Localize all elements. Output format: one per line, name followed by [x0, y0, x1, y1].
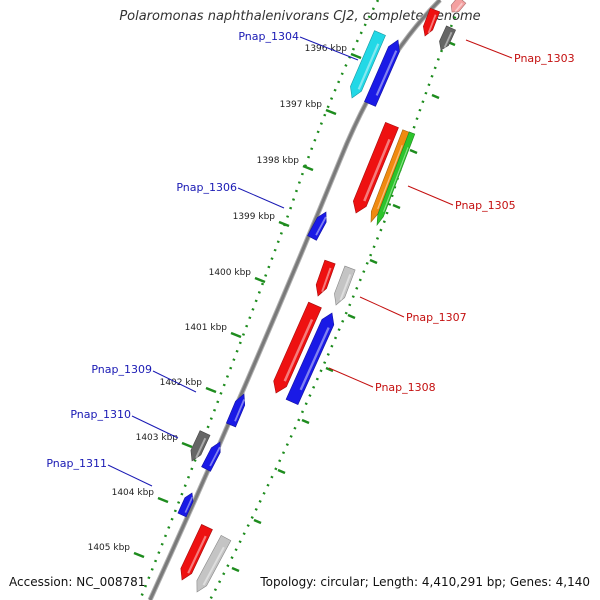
inner-tick — [231, 566, 240, 573]
gene-label: Pnap_1303 — [514, 52, 575, 65]
gene-label: Pnap_1306 — [176, 181, 237, 194]
inner-tick — [277, 468, 286, 475]
gene-glyph — [285, 312, 335, 406]
gene-label-leader — [465, 39, 513, 59]
inner-tick — [325, 366, 334, 373]
inner-tick — [431, 93, 440, 100]
ruler-tick — [254, 276, 266, 284]
ruler-label: 1403 kbp — [136, 433, 179, 443]
gene-label-leader — [131, 415, 179, 439]
gene-glyph — [315, 259, 336, 297]
gene-label-leader — [237, 187, 285, 209]
ruler-tick — [350, 52, 362, 60]
ruler-tick — [205, 386, 217, 394]
inner-tick — [253, 518, 262, 525]
gene-glyph — [376, 131, 416, 226]
gene-label: Pnap_1308 — [375, 381, 436, 394]
gene-glyph — [350, 30, 386, 99]
gene-glyph — [177, 492, 194, 518]
ruler-label: 1396 kbp — [305, 44, 348, 54]
ruler-tick — [230, 331, 242, 339]
gene-glyph — [450, 0, 467, 13]
ruler-label: 1405 kbp — [88, 543, 131, 553]
gene-glyph — [201, 441, 221, 472]
gene-glyph-highlight — [315, 216, 327, 236]
ruler-label: 1402 kbp — [160, 378, 203, 388]
gene-glyph-highlight — [454, 2, 463, 13]
inner-tick-track — [208, 0, 464, 600]
gene-label: Pnap_1307 — [406, 311, 467, 324]
gene-glyph — [190, 430, 211, 462]
gene-glyph — [273, 301, 322, 394]
topology-text: Topology: circular; Length: 4,410,291 bp… — [260, 575, 590, 589]
ruler-tick — [302, 164, 314, 172]
ruler-tick — [278, 220, 290, 228]
ruler-tick — [133, 551, 145, 559]
gene-glyph — [352, 121, 399, 214]
gene-glyph — [225, 393, 246, 428]
genome-backbone — [147, 0, 442, 600]
gene-glyph-highlight — [339, 274, 352, 301]
gene-label: Pnap_1309 — [91, 363, 152, 376]
inner-tick — [347, 313, 356, 320]
inner-tick — [369, 258, 378, 265]
genome-backbone-core — [148, 0, 442, 600]
gene-glyph-highlight — [234, 399, 245, 422]
gene-label: Pnap_1305 — [455, 199, 516, 212]
ruler-tick — [157, 496, 169, 504]
gene-glyph-highlight — [209, 446, 221, 467]
gene-label-leader — [299, 36, 359, 61]
gene-glyph — [196, 534, 232, 593]
accession-text: Accession: NC_008781 — [9, 575, 146, 589]
ruler-tick — [181, 441, 193, 449]
gene-label-leader — [107, 464, 153, 487]
gene-glyph — [334, 265, 356, 306]
gene-glyph — [423, 7, 441, 37]
gene-label: Pnap_1304 — [238, 30, 299, 43]
gene-label-leader — [328, 367, 374, 388]
gene-glyph-highlight — [202, 546, 225, 586]
gene-glyph — [180, 524, 213, 581]
gene-glyph — [439, 25, 456, 51]
ruler-label: 1398 kbp — [257, 156, 300, 166]
gene-glyph-highlight — [195, 437, 207, 459]
gene-label: Pnap_1311 — [46, 457, 107, 470]
gene-glyph — [307, 211, 327, 241]
map-title: Polaromonas naphthalenivorans CJ2, compl… — [119, 9, 481, 24]
ruler-label: 1397 kbp — [280, 100, 323, 110]
gene-glyph — [364, 39, 400, 107]
gene-glyph-highlight — [357, 43, 380, 90]
gene-glyph-highlight — [321, 267, 332, 293]
gene-glyph-highlight — [443, 31, 453, 49]
ruler-label: 1400 kbp — [209, 268, 252, 278]
inner-tick — [301, 418, 310, 425]
gene-glyph-highlight — [363, 138, 391, 202]
inner-tick — [392, 203, 401, 210]
gene-glyph-highlight — [427, 14, 437, 34]
gene-glyph-highlight — [383, 147, 409, 212]
gene-glyph-highlight — [283, 318, 314, 382]
ruler-label: 1404 kbp — [112, 488, 155, 498]
gene-glyph-highlight — [375, 50, 398, 96]
gene-label-leader — [152, 370, 197, 393]
gene-glyph-highlight — [184, 496, 194, 513]
gene-label-leader — [407, 185, 454, 206]
ruler-label: 1401 kbp — [185, 323, 228, 333]
inner-tick — [409, 148, 418, 155]
ruler-label: 1399 kbp — [233, 212, 276, 222]
gene-glyph-highlight — [187, 535, 207, 574]
gene-glyph-highlight — [377, 144, 403, 210]
gene-label-leader — [359, 296, 405, 318]
gene-glyph-highlight — [299, 327, 330, 391]
ruler-tick — [325, 108, 337, 116]
gene-label: Pnap_1310 — [70, 408, 131, 421]
